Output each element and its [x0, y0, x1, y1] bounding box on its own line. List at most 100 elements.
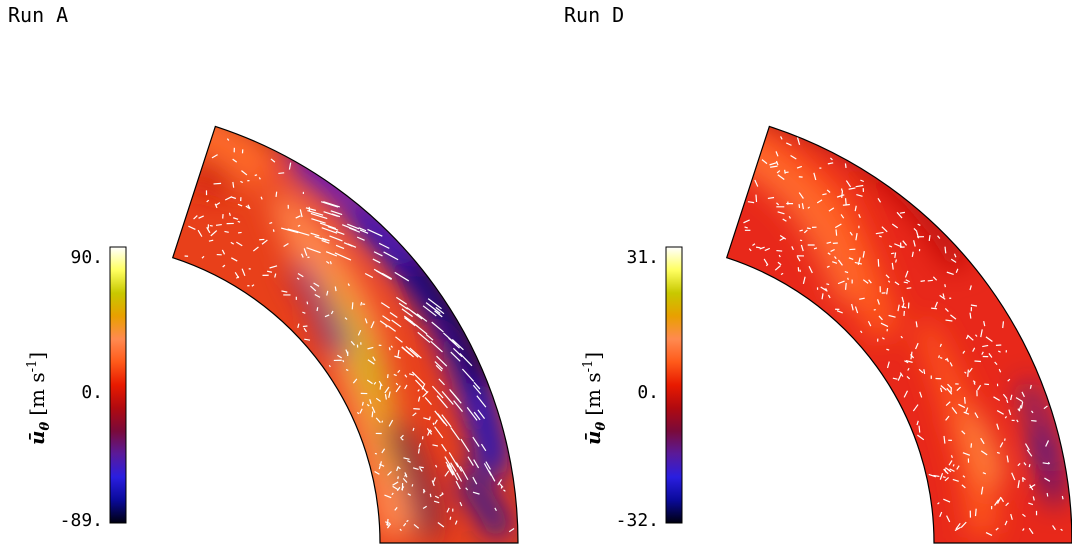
velocity-arrow [386, 374, 389, 379]
velocity-arrow [888, 245, 893, 248]
velocity-arrow [937, 235, 941, 239]
velocity-arrow [306, 301, 309, 305]
velocity-arrow [434, 419, 438, 425]
velocity-arrow [313, 282, 320, 287]
colorbar-min-label-run-d: -32. [616, 510, 659, 531]
velocity-arrow [413, 523, 420, 529]
velocity-arrow [330, 210, 343, 216]
velocity-arrow [816, 199, 823, 204]
velocity-arrow [498, 482, 504, 488]
velocity-arrow [1031, 410, 1034, 414]
velocity-arrow [1004, 438, 1006, 441]
velocity-arrow [409, 373, 415, 376]
velocity-arrow [215, 223, 222, 226]
velocity-arrow [446, 464, 454, 476]
velocity-arrow [916, 420, 919, 426]
velocity-arrow [913, 240, 916, 247]
velocity-arrow [782, 218, 787, 222]
velocity-arrow [497, 479, 503, 486]
velocity-arrow [472, 384, 482, 395]
velocity-arrow [915, 321, 918, 328]
velocity-arrow [237, 203, 243, 207]
velocity-arrow [304, 338, 311, 341]
velocity-arrow [403, 457, 410, 460]
velocity-arrow [379, 383, 382, 390]
velocity-arrow [1015, 397, 1023, 403]
velocity-arrow [981, 351, 984, 355]
velocity-arrow [946, 387, 953, 395]
velocity-arrow [441, 414, 452, 428]
velocity-arrow [949, 362, 953, 367]
velocity-arrow [813, 172, 817, 181]
velocity-arrow [1052, 525, 1056, 531]
velocity-arrow [890, 252, 895, 255]
velocity-arrow [461, 368, 475, 382]
velocity-arrow [450, 427, 461, 441]
velocity-arrow [335, 244, 345, 250]
velocity-arrow [472, 491, 480, 495]
velocity-arrow [434, 495, 440, 499]
velocity-arrow [808, 265, 813, 274]
velocity-arrow [230, 196, 237, 200]
colorbar-max-label-run-d: 31. [626, 247, 659, 268]
velocity-arrow [917, 434, 925, 441]
velocity-arrow [261, 239, 268, 245]
velocity-arrow [985, 532, 993, 536]
velocity-arrow [383, 251, 399, 261]
velocity-arrow [310, 285, 317, 292]
velocity-arrow [894, 252, 897, 259]
velocity-arrow [455, 462, 463, 472]
velocity-arrow [951, 407, 958, 415]
velocity-arrow [300, 253, 304, 258]
velocity-arrow [860, 330, 863, 334]
velocity-arrow [274, 273, 277, 278]
velocity-arrow [330, 310, 334, 315]
velocity-arrow [364, 272, 374, 279]
velocity-arrow [891, 262, 894, 270]
velocity-arrow [421, 383, 426, 390]
velocity-arrow [359, 408, 363, 414]
velocity-arrow [938, 355, 941, 359]
velocity-arrow [431, 321, 444, 333]
velocity-arrow [855, 184, 864, 188]
velocity-arrow [767, 196, 775, 200]
velocity-arrow [387, 471, 392, 476]
velocity-arrow [233, 217, 239, 220]
velocity-arrow [899, 211, 905, 214]
velocity-arrow [780, 272, 784, 276]
velocity-arrow [943, 435, 946, 444]
velocity-arrow [485, 461, 491, 470]
velocity-arrow [404, 384, 408, 390]
velocity-arrow [473, 381, 481, 390]
velocity-arrow [888, 314, 896, 318]
velocity-arrow [347, 223, 360, 230]
velocity-arrow [234, 272, 240, 279]
velocity-arrow [247, 204, 251, 210]
velocity-arrow [396, 486, 401, 492]
velocity-arrow [390, 345, 393, 348]
velocity-arrow [778, 254, 781, 258]
velocity-arrow [790, 154, 797, 160]
velocity-arrow [358, 227, 367, 232]
velocity-arrow [1044, 477, 1051, 482]
cb-subscript-run-d: θ [594, 421, 609, 430]
velocity-arrow [848, 187, 856, 190]
velocity-arrow [832, 261, 838, 264]
velocity-arrow [483, 463, 492, 476]
velocity-arrow [427, 431, 430, 436]
velocity-arrow [388, 419, 394, 427]
velocity-arrow [963, 397, 966, 404]
velocity-arrow [972, 347, 976, 352]
velocity-arrow [434, 361, 444, 370]
velocity-arrow [402, 477, 408, 483]
velocity-arrow [450, 462, 457, 473]
velocity-arrow [800, 244, 804, 252]
colorbar-gradient-run-a [109, 246, 127, 524]
velocity-arrow [197, 229, 203, 237]
velocity-arrow [886, 287, 889, 295]
velocity-arrow [459, 501, 463, 507]
velocity-arrow [911, 251, 914, 257]
velocity-arrow [341, 224, 357, 231]
velocity-arrow [1028, 464, 1031, 468]
velocity-arrow [903, 281, 909, 284]
